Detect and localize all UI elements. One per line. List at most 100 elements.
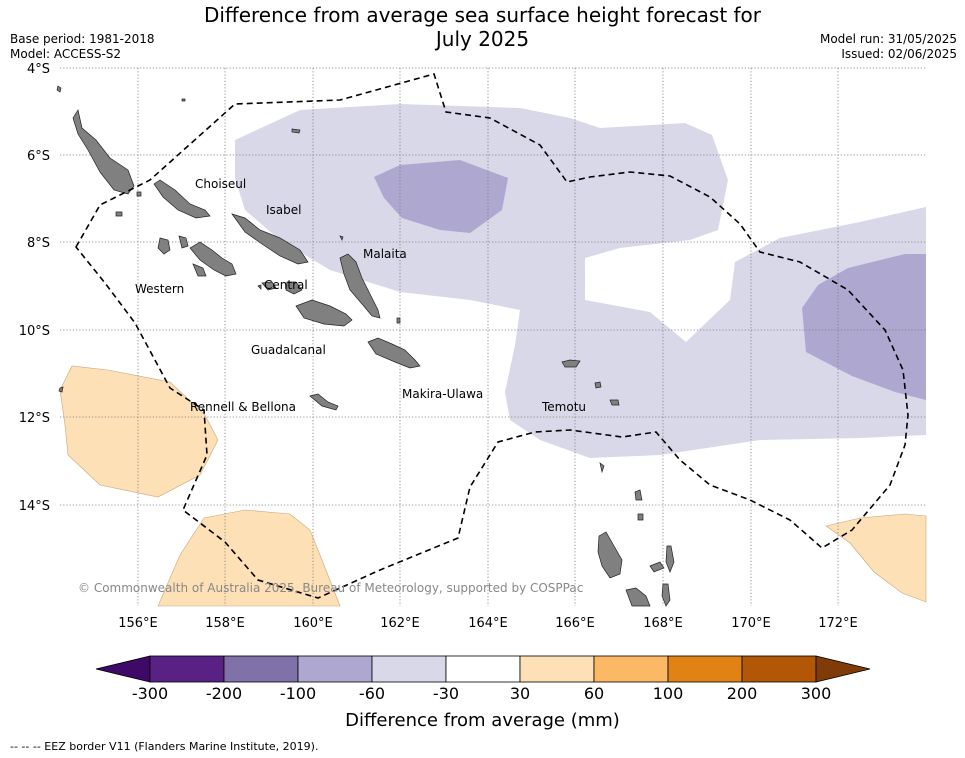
lon-label-164e: 164°E — [468, 616, 508, 631]
colorbar-extend-low — [95, 655, 151, 683]
lon-label-172e: 172°E — [818, 616, 858, 631]
island-vella-lavella — [157, 237, 171, 255]
island-vanikoro — [594, 381, 602, 389]
meta-left: Base period: 1981-2018 Model: ACCESS-S2 — [10, 32, 155, 62]
island-small-g — [58, 386, 64, 393]
island-banks — [637, 513, 644, 521]
region-label-makira-ulawa: Makira-Ulawa — [402, 387, 483, 401]
colorbar-tick-label: -60 — [358, 684, 386, 703]
region-labels: Choiseul Isabel Malaita Western Central … — [135, 177, 586, 414]
colorbar-extend-high — [815, 655, 871, 683]
lon-label-166e: 166°E — [555, 616, 595, 631]
anomaly-area-orange-west — [59, 365, 219, 498]
island-tikopia — [599, 462, 605, 474]
island-malakula — [625, 587, 651, 607]
eez-legend-note: -- -- -- EEZ border V11 (Flanders Marine… — [10, 740, 319, 753]
colorbar — [95, 655, 871, 683]
lat-label-14s: 14°S — [19, 499, 50, 514]
island-espiritu-santo — [597, 531, 623, 579]
island-small-nw-1 — [136, 191, 142, 197]
title-line-2: July 2025 — [435, 27, 530, 51]
island-malaita — [339, 253, 381, 319]
island-maewo — [665, 545, 675, 573]
colorbar-bin-5 — [445, 655, 521, 683]
title-line-1: Difference from average sea surface heig… — [203, 3, 762, 27]
colorbar-tick-label: 30 — [509, 684, 531, 703]
copyright-notice: © Commonwealth of Australia 2025, Bureau… — [78, 581, 583, 595]
region-label-temotu: Temotu — [541, 400, 586, 414]
island-ambae — [649, 561, 665, 573]
region-label-malaita: Malaita — [363, 247, 407, 261]
lon-label-168e: 168°E — [643, 616, 683, 631]
colorbar-bin-2 — [223, 655, 299, 683]
colorbar-bin-6 — [519, 655, 595, 683]
region-label-isabel: Isabel — [266, 203, 301, 217]
anomaly-area-medium-purple-east — [802, 254, 926, 400]
colorbar-bin-3 — [297, 655, 373, 683]
region-label-rennell-bellona: Rennell & Bellona — [190, 400, 296, 414]
island-russell — [261, 281, 277, 291]
anomaly-fills — [59, 104, 927, 607]
island-santa-cruz — [561, 359, 581, 368]
island-small-nw-2 — [181, 98, 186, 102]
colorbar-tick-label: -300 — [131, 684, 169, 703]
island-utupua — [609, 399, 620, 406]
island-pentecost — [661, 583, 671, 607]
island-santa-isabel — [231, 213, 309, 265]
island-small-f — [291, 128, 301, 134]
island-guadalcanal — [295, 299, 353, 327]
lat-label-8s: 8°S — [27, 236, 50, 251]
island-kolombangara — [178, 235, 189, 249]
region-label-central: Central — [264, 278, 308, 292]
colorbar-tick-label: -30 — [432, 684, 460, 703]
colorbar-label: Difference from average (mm) — [345, 710, 620, 731]
meta-right: Model run: 31/05/2025 Issued: 02/06/2025 — [820, 32, 957, 62]
lat-label-4s: 4°S — [27, 62, 50, 77]
colorbar-bin-8 — [667, 655, 743, 683]
island-small-e — [257, 284, 262, 290]
colorbar-tick-label: -200 — [205, 684, 243, 703]
base-period: Base period: 1981-2018 — [10, 32, 155, 46]
land-masses — [56, 85, 675, 607]
lon-label-170e: 170°E — [731, 616, 771, 631]
island-rendova — [192, 263, 207, 277]
colorbar-tick-label: 100 — [652, 684, 684, 703]
region-label-choiseul: Choiseul — [195, 177, 246, 191]
island-shortland — [115, 211, 123, 217]
model-name: Model: ACCESS-S2 — [10, 47, 122, 61]
island-nggela — [285, 281, 303, 295]
colorbar-tick-label: 300 — [800, 684, 832, 703]
gridlines — [60, 68, 926, 606]
colorbar-tick-labels: -300 -200 -100 -60 -30 30 60 100 200 300 — [0, 684, 965, 706]
island-makira — [367, 337, 421, 369]
lat-label-6s: 6°S — [27, 149, 50, 164]
issued-date: Issued: 02/06/2025 — [841, 47, 957, 61]
island-ontong-java — [56, 85, 62, 93]
island-small-d — [396, 317, 401, 324]
lon-axis-labels: 156°E 158°E 160°E 162°E 164°E 166°E 168°… — [118, 616, 858, 631]
colorbar-bin-9 — [741, 655, 817, 683]
island-bougainville — [72, 109, 135, 195]
region-label-guadalcanal: Guadalcanal — [251, 343, 326, 357]
lat-label-10s: 10°S — [19, 324, 50, 339]
island-small-c — [339, 235, 344, 241]
lon-label-160e: 160°E — [293, 616, 333, 631]
lat-label-12s: 12°S — [19, 411, 50, 426]
chart-title: Difference from average sea surface heig… — [0, 3, 965, 51]
lat-axis-labels: 4°S 6°S 8°S 10°S 12°S 14°S — [19, 62, 50, 514]
anomaly-area-orange-east — [825, 513, 927, 603]
island-new-georgia — [189, 241, 237, 277]
colorbar-tick-label: 200 — [726, 684, 758, 703]
lon-label-162e: 162°E — [380, 616, 420, 631]
lon-label-158e: 158°E — [205, 616, 245, 631]
colorbar-tick-label: -100 — [279, 684, 317, 703]
colorbar-bin-1 — [149, 655, 225, 683]
region-label-western: Western — [135, 282, 184, 296]
colorbar-bin-7 — [593, 655, 669, 683]
anomaly-area-medium-purple-west — [374, 160, 508, 233]
model-run: Model run: 31/05/2025 — [819, 32, 957, 46]
colorbar-bin-4 — [371, 655, 447, 683]
island-torres — [634, 489, 643, 501]
lon-label-156e: 156°E — [118, 616, 158, 631]
island-choiseul — [153, 179, 211, 219]
